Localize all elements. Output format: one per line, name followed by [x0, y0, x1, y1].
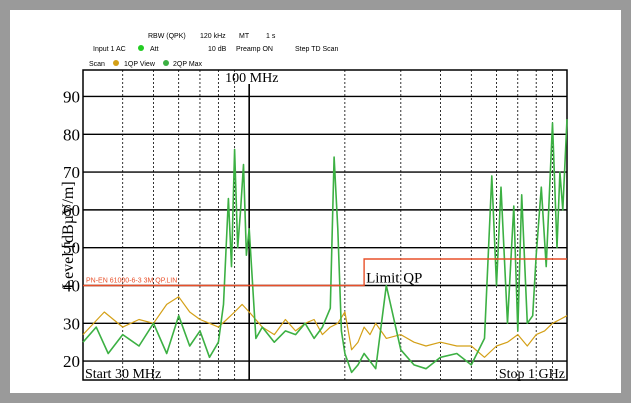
mt-value: 1 s — [266, 33, 276, 40]
plot-border — [82, 69, 568, 381]
input-label: Input 1 AC — [93, 46, 126, 53]
marker-label: 100 MHz — [225, 71, 278, 86]
y-tick-label: 50 — [63, 239, 80, 258]
legend-scan-label: Scan — [89, 61, 105, 68]
limit-line — [83, 258, 567, 287]
y-tick-label: 60 — [63, 201, 80, 220]
rbw-value: 120 kHz — [200, 33, 226, 40]
trace-qp-view — [82, 296, 568, 358]
trace2-dot — [163, 60, 169, 66]
y-tick-label: 90 — [63, 87, 80, 106]
legend-trace2-label: 2QP Max — [173, 61, 203, 68]
att-label: Att — [150, 46, 159, 53]
trace1-dot — [113, 60, 119, 66]
mt-label: MT — [239, 33, 250, 40]
y-tick-label: 70 — [63, 163, 80, 182]
legend-trace2-marker — [161, 60, 171, 67]
stop-frequency-label: Stop 1 GHz — [499, 367, 565, 382]
legend-trace1-marker — [111, 60, 121, 67]
input-led-dot — [138, 45, 144, 51]
y-axis-label: Level [dBµV/m] — [60, 181, 77, 288]
y-tick-label: 20 — [63, 352, 80, 371]
input-led — [136, 45, 146, 52]
limit-name-label: PN-EN 61000-6-3 3M QP.LIN — [86, 277, 177, 284]
step-mode: Step TD Scan — [295, 46, 339, 53]
rbw-label: RBW (QPK) — [148, 33, 186, 40]
limit-qp-label: Limit QP — [366, 270, 422, 286]
legend-trace1-label: 1QP View — [124, 61, 155, 68]
att-value: 10 dB — [208, 46, 227, 53]
start-frequency-label: Start 30 MHz — [85, 367, 161, 382]
y-tick-label: 30 — [63, 314, 80, 333]
preamp-status: Preamp ON — [236, 46, 273, 53]
y-tick-label: 40 — [63, 276, 80, 295]
instrument-panel — [10, 10, 621, 393]
trace-qp-max — [82, 119, 568, 374]
y-tick-label: 80 — [63, 125, 80, 144]
